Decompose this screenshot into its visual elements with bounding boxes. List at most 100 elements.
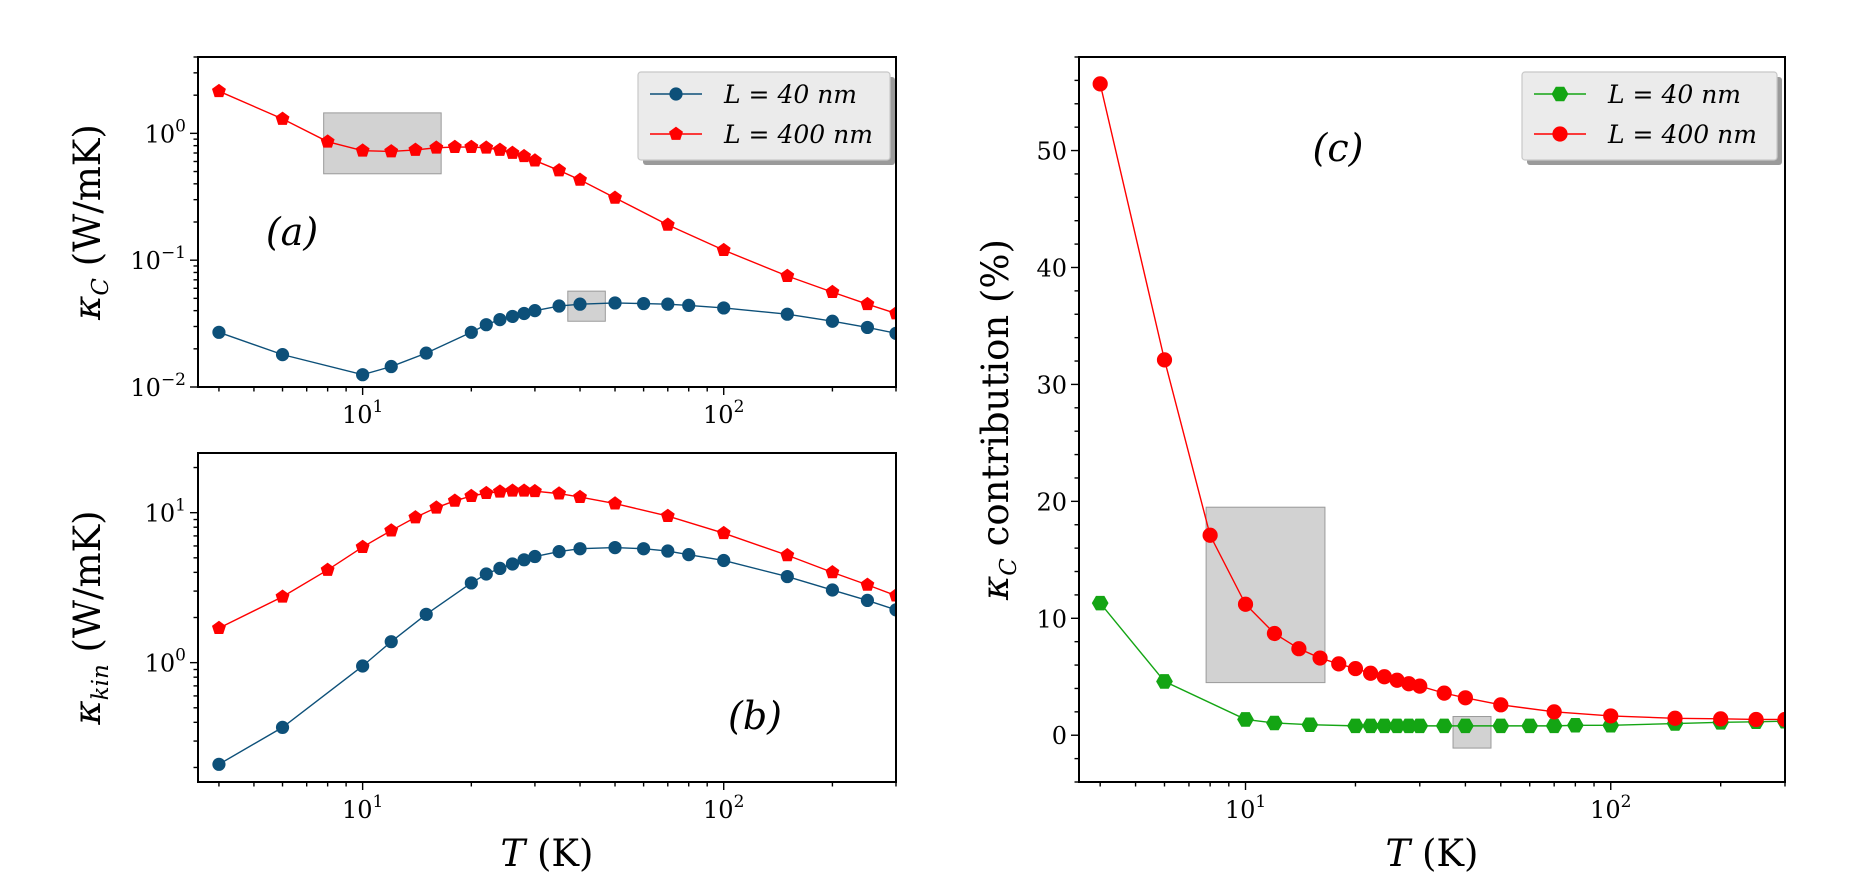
data-point xyxy=(573,489,587,504)
data-point xyxy=(492,142,507,156)
data-point xyxy=(716,525,731,540)
data-point xyxy=(384,359,398,374)
data-point xyxy=(1092,76,1108,92)
data-point xyxy=(384,144,399,158)
data-point xyxy=(1347,660,1364,677)
data-point xyxy=(1603,708,1619,724)
data-point xyxy=(419,346,433,360)
data-point xyxy=(505,309,520,324)
data-point xyxy=(464,139,479,153)
series-line-L40 xyxy=(1099,602,1785,727)
data-point xyxy=(479,318,493,332)
data-point xyxy=(889,306,896,320)
highlight-region-1 xyxy=(1205,506,1326,684)
data-point xyxy=(889,588,896,602)
data-point xyxy=(608,296,622,310)
data-point xyxy=(212,325,226,339)
data-point xyxy=(320,134,335,148)
data-point xyxy=(825,565,840,579)
panel-label: (c) xyxy=(1313,126,1364,170)
data-point xyxy=(1457,690,1474,706)
data-point xyxy=(479,567,493,581)
data-point xyxy=(275,111,290,125)
data-point xyxy=(780,307,794,321)
legend: L = 40 nm L = 400 nm xyxy=(637,71,895,165)
data-point xyxy=(717,301,731,315)
data-point xyxy=(1388,718,1406,734)
data-point xyxy=(275,348,290,362)
y-tick-label: 100 xyxy=(145,646,186,678)
data-point xyxy=(552,163,567,177)
data-point xyxy=(408,142,423,156)
data-point xyxy=(1400,718,1418,734)
data-point xyxy=(464,576,478,590)
data-point xyxy=(825,314,840,328)
data-point xyxy=(492,484,507,498)
data-point xyxy=(637,542,651,556)
data-point xyxy=(860,577,875,591)
plot-area xyxy=(198,453,896,782)
data-point xyxy=(1521,718,1539,734)
data-point xyxy=(860,296,875,311)
data-point xyxy=(447,493,462,507)
data-point xyxy=(517,148,532,163)
data-point xyxy=(1376,669,1392,685)
data-point xyxy=(573,542,587,556)
legend-marker xyxy=(669,87,683,101)
data-point xyxy=(661,297,675,311)
y-tick-label: 0 xyxy=(1052,722,1067,750)
data-point xyxy=(211,620,226,634)
data-point xyxy=(717,553,731,568)
y-tick-label: 20 xyxy=(1036,488,1067,516)
data-point xyxy=(527,153,542,167)
x-tick-label: 102 xyxy=(703,792,744,824)
data-point xyxy=(1301,717,1319,732)
data-point xyxy=(1545,718,1563,734)
data-point xyxy=(825,583,840,597)
data-point xyxy=(1412,678,1428,694)
data-point xyxy=(464,488,479,503)
y-axis-label: κkin (W/mK) xyxy=(66,510,114,725)
data-point xyxy=(527,483,542,498)
data-point xyxy=(716,242,731,257)
data-point xyxy=(1493,697,1509,713)
data-point xyxy=(1237,596,1254,612)
data-point xyxy=(1713,711,1729,727)
data-point xyxy=(661,544,675,558)
y-tick-label: 101 xyxy=(145,496,186,528)
data-point xyxy=(780,569,794,584)
data-point xyxy=(1566,718,1584,733)
data-point xyxy=(505,483,520,497)
data-point xyxy=(384,523,399,537)
data-point xyxy=(505,557,520,571)
data-point xyxy=(355,539,370,553)
data-point xyxy=(517,306,531,321)
plot-area xyxy=(1079,57,1785,782)
panel-label: (b) xyxy=(728,694,782,738)
x-tick-label: 101 xyxy=(1225,792,1266,824)
data-point xyxy=(419,607,433,621)
data-point xyxy=(355,143,370,157)
data-point xyxy=(660,217,675,231)
data-point xyxy=(384,635,398,649)
data-point xyxy=(493,561,507,576)
y-axis-label: κC contribution (%) xyxy=(974,239,1022,601)
data-point xyxy=(1492,718,1510,734)
data-point xyxy=(1266,715,1283,731)
data-point xyxy=(860,320,875,335)
data-point xyxy=(1362,665,1379,681)
series-line-L40 xyxy=(218,546,896,765)
x-tick-label: 102 xyxy=(1590,792,1631,824)
data-point xyxy=(552,545,566,559)
data-point xyxy=(608,540,622,555)
data-point xyxy=(682,548,696,562)
data-point xyxy=(211,83,226,98)
data-point xyxy=(505,145,520,159)
data-point xyxy=(1375,718,1393,734)
x-axis-label: T (K) xyxy=(1386,832,1479,875)
data-point xyxy=(1237,712,1254,727)
highlight-region-2 xyxy=(1452,716,1492,749)
